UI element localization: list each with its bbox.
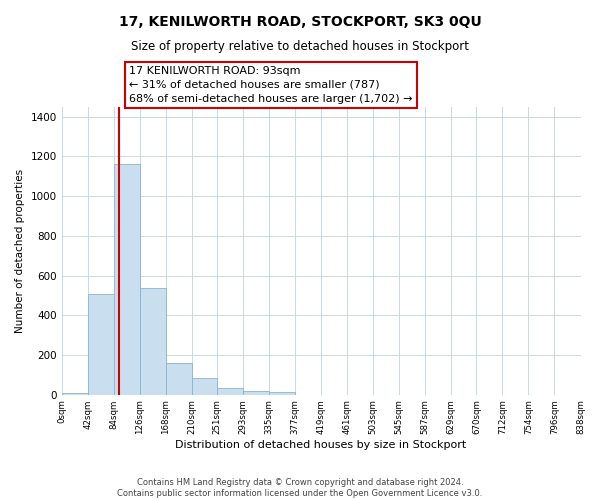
Text: Contains HM Land Registry data © Crown copyright and database right 2024.
Contai: Contains HM Land Registry data © Crown c…	[118, 478, 482, 498]
Bar	[88, 294, 113, 394]
Bar	[140, 288, 166, 395]
Text: 17 KENILWORTH ROAD: 93sqm
← 31% of detached houses are smaller (787)
68% of semi: 17 KENILWORTH ROAD: 93sqm ← 31% of detac…	[129, 66, 413, 104]
Bar	[62, 392, 88, 394]
Y-axis label: Number of detached properties: Number of detached properties	[15, 168, 25, 333]
Bar	[243, 390, 269, 394]
Bar	[269, 392, 295, 394]
Text: Size of property relative to detached houses in Stockport: Size of property relative to detached ho…	[131, 40, 469, 53]
Bar	[191, 378, 217, 394]
Bar	[166, 363, 191, 394]
Text: 17, KENILWORTH ROAD, STOCKPORT, SK3 0QU: 17, KENILWORTH ROAD, STOCKPORT, SK3 0QU	[119, 15, 481, 29]
X-axis label: Distribution of detached houses by size in Stockport: Distribution of detached houses by size …	[175, 440, 467, 450]
Bar	[113, 164, 140, 394]
Bar	[217, 388, 243, 394]
